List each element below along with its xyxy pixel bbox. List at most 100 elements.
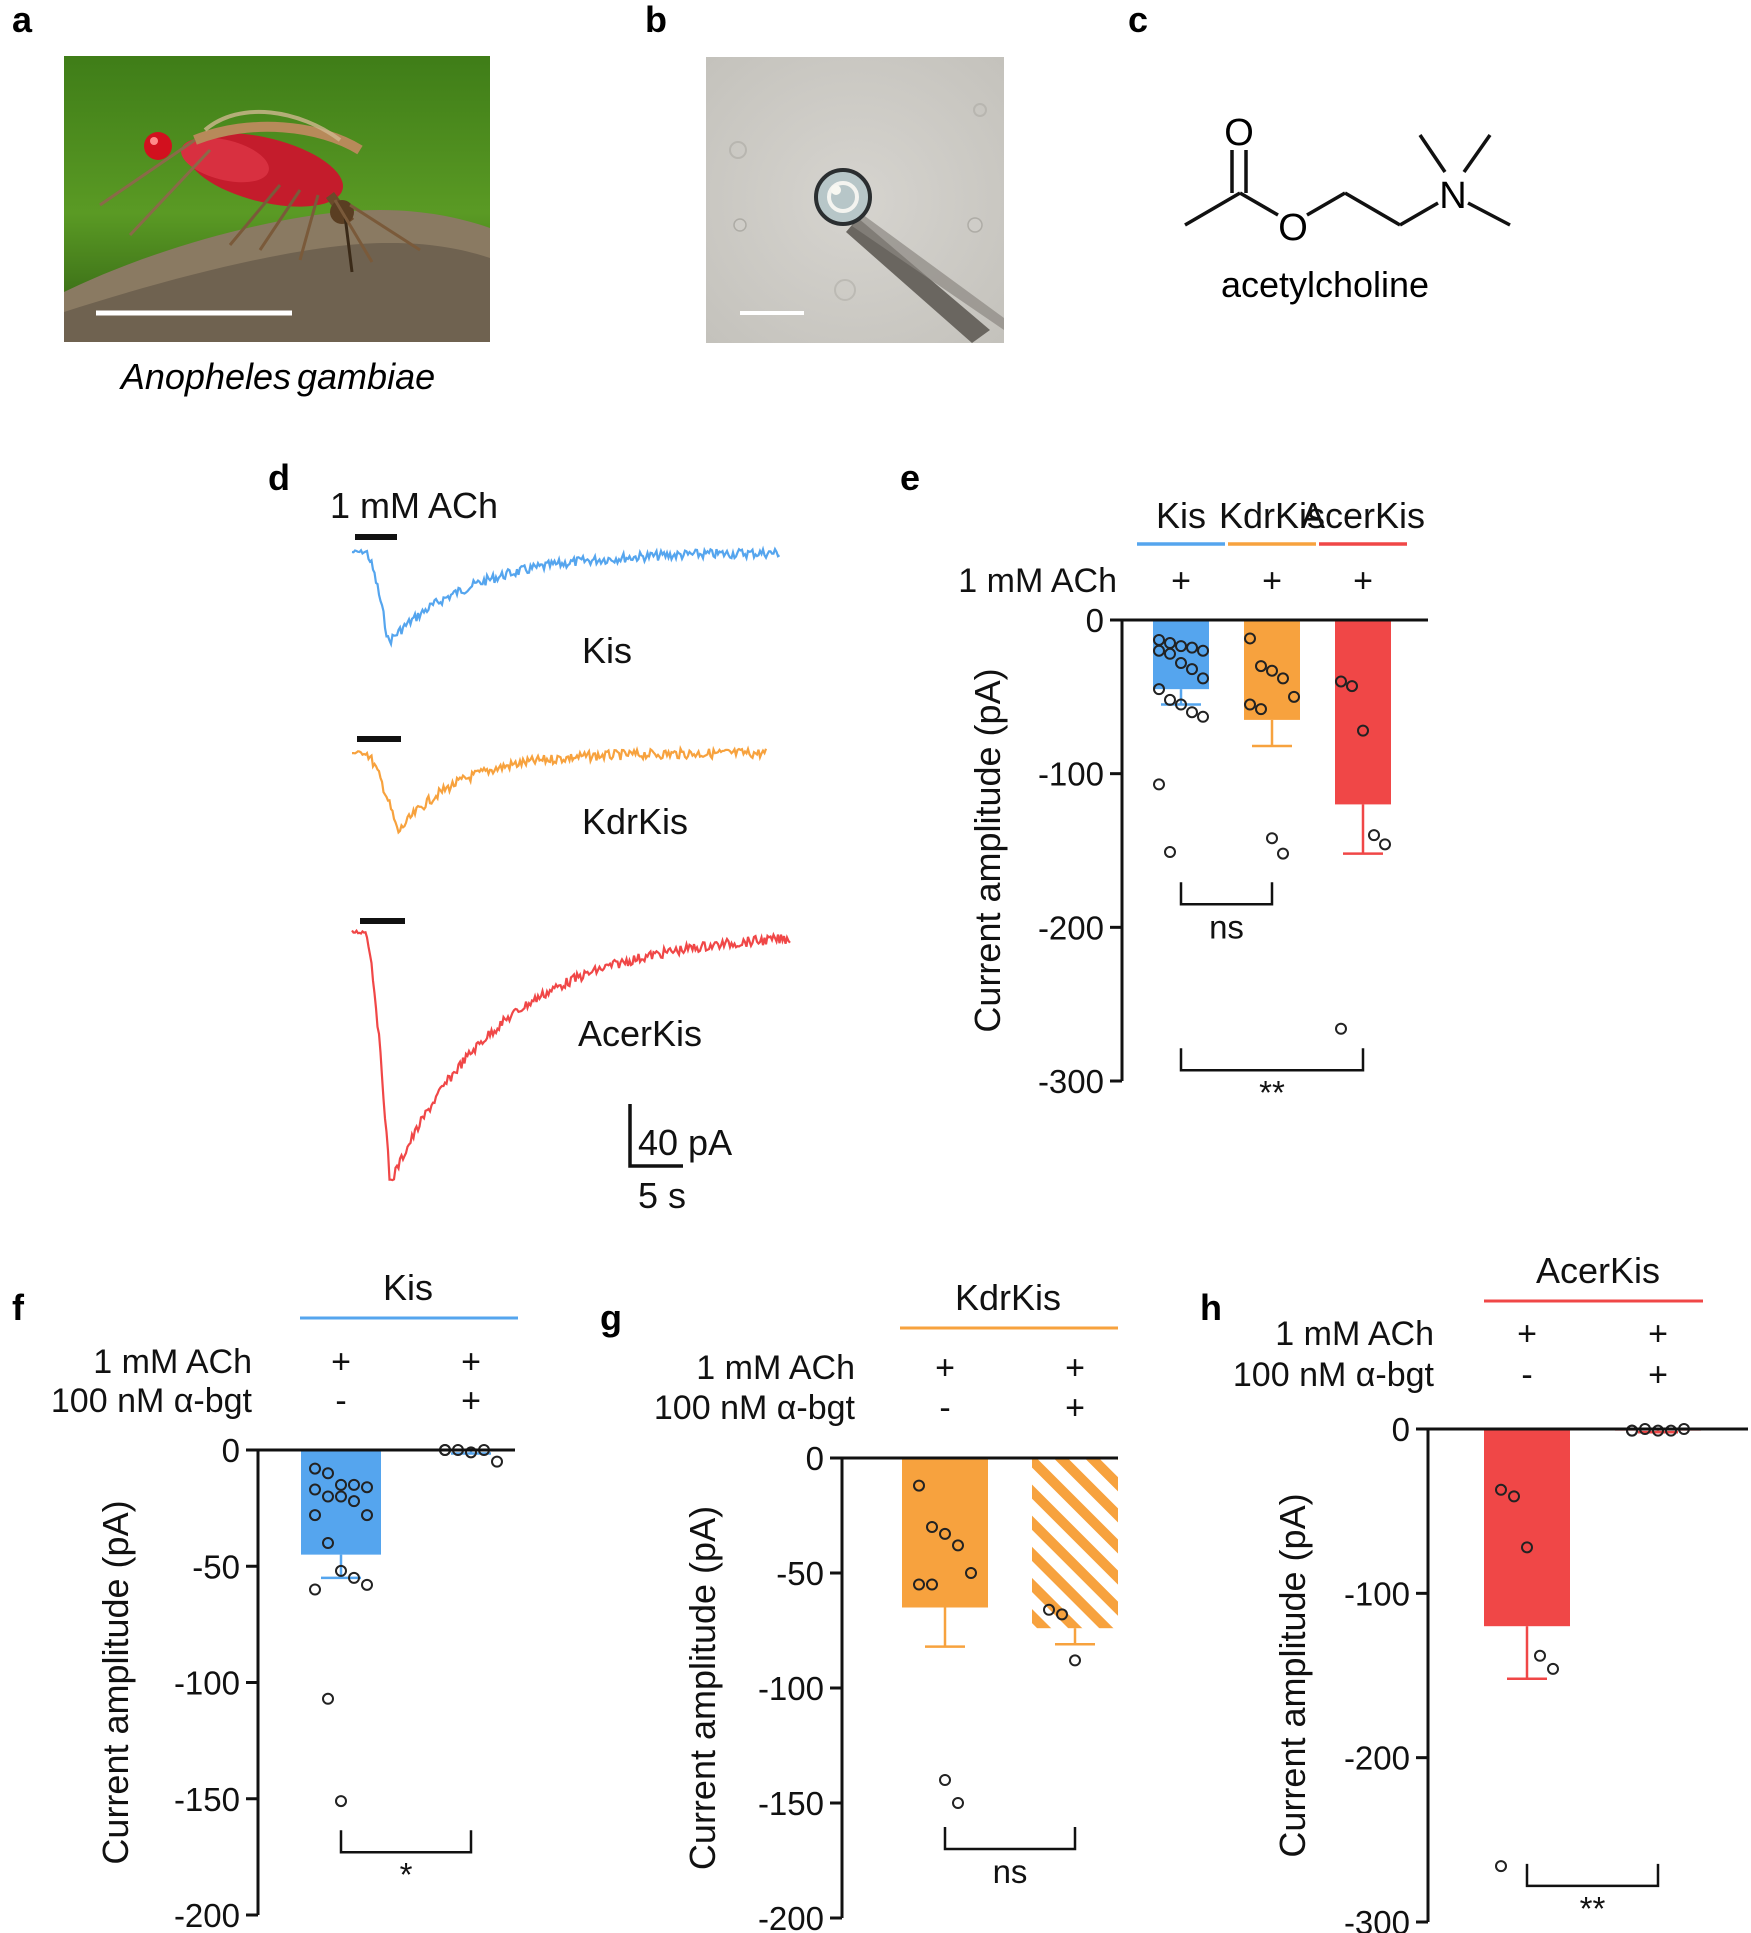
panel-letter-g: g (600, 1297, 622, 1338)
data-point (309, 1462, 321, 1475)
data-point (1346, 680, 1358, 693)
y-tick-label: -200 (1344, 1740, 1410, 1777)
data-point (1153, 778, 1165, 791)
trace-label: AcerKis (578, 1013, 702, 1054)
data-point (309, 1483, 321, 1496)
data-point (491, 1455, 503, 1468)
data-point (361, 1578, 373, 1591)
trace-kdrkis (352, 744, 768, 835)
data-point (926, 1578, 938, 1591)
data-point (913, 1479, 925, 1492)
scale-bar (628, 1104, 683, 1168)
panel-letter-a: a (12, 0, 33, 40)
significance-bracket (339, 1830, 473, 1854)
data-point (335, 1564, 347, 1577)
data-point (322, 1490, 334, 1503)
treatment-sign: + (1648, 1356, 1668, 1394)
data-point (1175, 640, 1187, 653)
data-point (1368, 829, 1380, 842)
category-label: Kis (1156, 495, 1206, 536)
data-point (952, 1539, 964, 1552)
significance-bracket (943, 1827, 1077, 1851)
data-point (348, 1495, 360, 1508)
data-point (965, 1567, 977, 1579)
mosquito-photo (64, 56, 490, 342)
treatment-sign: - (1521, 1356, 1532, 1394)
bar (902, 1458, 988, 1608)
treatment-sign: + (1065, 1389, 1085, 1427)
data-point (322, 1467, 334, 1480)
species-caption-genus: Anopheles (119, 356, 291, 397)
data-point (1357, 724, 1369, 737)
data-point (1335, 1022, 1347, 1035)
data-point (1175, 657, 1187, 670)
panel-letter-c: c (1128, 0, 1148, 40)
trace-label: KdrKis (582, 801, 688, 842)
treatment-row-label: 1 mM ACh (93, 1343, 252, 1381)
significance-label: ns (1209, 908, 1244, 945)
panel-letter-f: f (12, 1287, 25, 1328)
significance-label: * (400, 1856, 413, 1893)
y-tick-label: -200 (1038, 909, 1104, 946)
data-point (1266, 832, 1278, 845)
traces-panel: 1 mM ACh Kis KdrKis AcerKis 40 pA 5 s (330, 485, 791, 1216)
treatment-row-label: 100 nM α-bgt (51, 1382, 253, 1420)
treatment-row-label: 100 nM α-bgt (654, 1389, 856, 1427)
trace-kis (351, 545, 781, 648)
y-axis-label: Current amplitude (pA) (682, 1506, 723, 1870)
treatment-sign: + (461, 1343, 481, 1381)
data-point (309, 1583, 321, 1596)
category-label: AcerKis (1301, 495, 1425, 536)
y-tick-label: -200 (174, 1897, 240, 1933)
trace-label: Kis (582, 630, 632, 671)
data-point (1288, 690, 1300, 703)
treatment-sign: + (1171, 562, 1191, 600)
significance-label: ** (1259, 1074, 1285, 1111)
data-point (1547, 1662, 1559, 1675)
y-axis-label: Current amplitude (pA) (95, 1500, 136, 1864)
species-caption: Anopheles gambiae (119, 356, 435, 397)
y-tick-label: 0 (806, 1440, 824, 1477)
panel-letter-h: h (1200, 1287, 1222, 1328)
treatment-sign: + (331, 1343, 351, 1381)
significance-bracket (1525, 1863, 1660, 1888)
data-point (952, 1797, 964, 1809)
significance-label: ** (1580, 1890, 1606, 1927)
data-point (1652, 1424, 1664, 1437)
data-point (322, 1692, 334, 1705)
data-point (1186, 706, 1198, 719)
data-point (1335, 675, 1347, 688)
data-point (1153, 683, 1165, 696)
data-point (1665, 1424, 1677, 1437)
data-point (926, 1521, 938, 1533)
data-point (1056, 1608, 1068, 1621)
treatment-sign: - (939, 1389, 950, 1427)
treatment-row-label: 100 nM α-bgt (1233, 1356, 1435, 1394)
data-point (913, 1578, 925, 1591)
y-tick-label: -150 (758, 1785, 824, 1822)
data-point (1164, 647, 1176, 660)
y-tick-label: 0 (1086, 602, 1104, 639)
treatment-sign: + (1648, 1315, 1668, 1353)
y-tick-label: -50 (192, 1548, 240, 1585)
y-axis-label: Current amplitude (pA) (967, 668, 1008, 1032)
significance-bracket (1179, 882, 1274, 906)
data-point (1244, 632, 1256, 645)
y-tick-label: -100 (1038, 756, 1104, 793)
data-point (1534, 1649, 1546, 1662)
data-point (1255, 703, 1267, 716)
stimulus-label: 1 mM ACh (330, 485, 498, 526)
significance-bracket (1179, 1048, 1365, 1072)
data-point (335, 1490, 347, 1503)
data-point (322, 1537, 334, 1549)
treatment-sign: - (335, 1382, 346, 1420)
y-tick-label: 0 (222, 1432, 240, 1469)
data-point (1197, 710, 1209, 723)
data-point (1175, 698, 1187, 711)
scalebar-x-label: 5 s (638, 1175, 686, 1216)
bar (1335, 620, 1391, 805)
y-axis-label: Current amplitude (pA) (1272, 1493, 1313, 1857)
atom-nitrogen: N (1439, 175, 1466, 217)
